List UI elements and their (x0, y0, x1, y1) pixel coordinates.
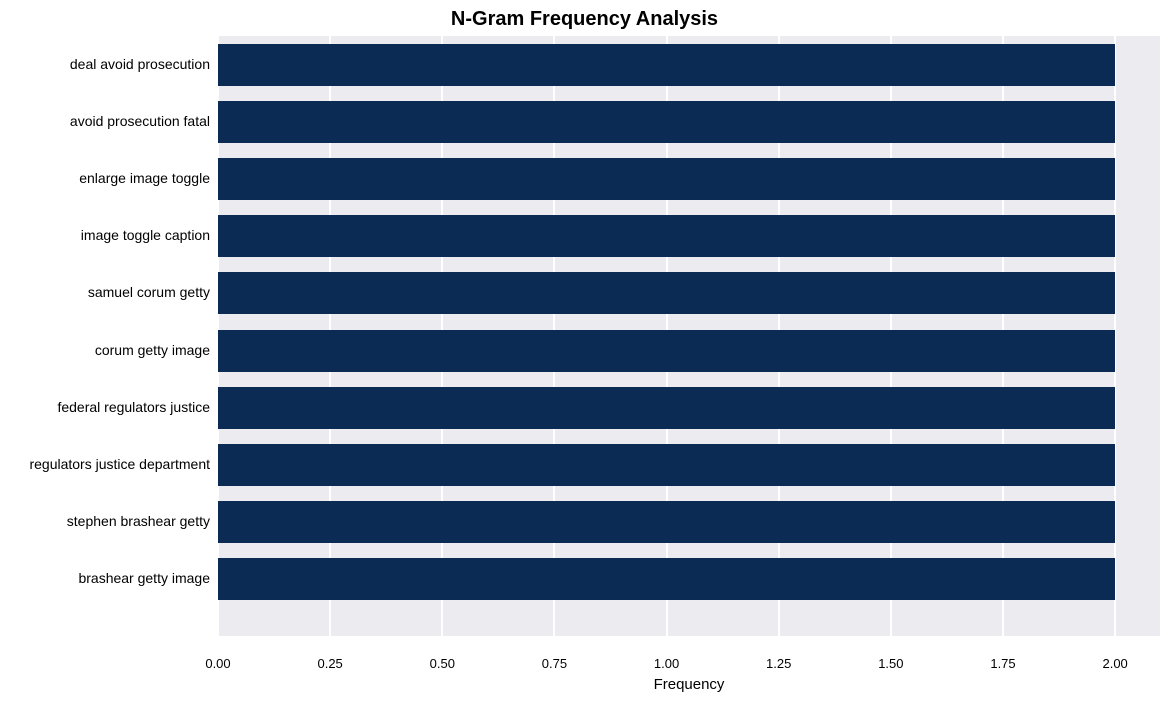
chart-container: N-Gram Frequency Analysis Frequency deal… (0, 0, 1169, 701)
y-tick-label: stephen brashear getty (67, 513, 210, 529)
chart-title: N-Gram Frequency Analysis (0, 8, 1169, 31)
y-tick-label: regulators justice department (29, 456, 210, 472)
y-tick-label: enlarge image toggle (79, 170, 210, 186)
x-tick-label: 1.75 (990, 656, 1015, 671)
bar (218, 272, 1115, 314)
x-tick-label: 1.50 (878, 656, 903, 671)
row-stripe (218, 608, 1160, 636)
x-tick-label: 1.00 (654, 656, 679, 671)
bar (218, 215, 1115, 257)
bar (218, 101, 1115, 143)
y-tick-label: avoid prosecution fatal (70, 113, 210, 129)
y-tick-label: corum getty image (95, 342, 210, 358)
bar (218, 558, 1115, 600)
x-tick-label: 0.75 (542, 656, 567, 671)
bar (218, 444, 1115, 486)
y-tick-label: image toggle caption (81, 227, 210, 243)
x-tick-label: 1.25 (766, 656, 791, 671)
bar (218, 158, 1115, 200)
plot-area (218, 36, 1160, 636)
y-tick-label: brashear getty image (78, 570, 210, 586)
bar (218, 44, 1115, 86)
bar (218, 387, 1115, 429)
x-tick-label: 0.50 (430, 656, 455, 671)
x-axis-label: Frequency (218, 676, 1160, 693)
y-tick-label: samuel corum getty (88, 284, 210, 300)
y-tick-label: federal regulators justice (57, 399, 210, 415)
bar (218, 501, 1115, 543)
x-tick-label: 0.25 (317, 656, 342, 671)
x-tick-label: 0.00 (205, 656, 230, 671)
x-tick-label: 2.00 (1102, 656, 1127, 671)
bar (218, 330, 1115, 372)
y-tick-label: deal avoid prosecution (70, 56, 210, 72)
